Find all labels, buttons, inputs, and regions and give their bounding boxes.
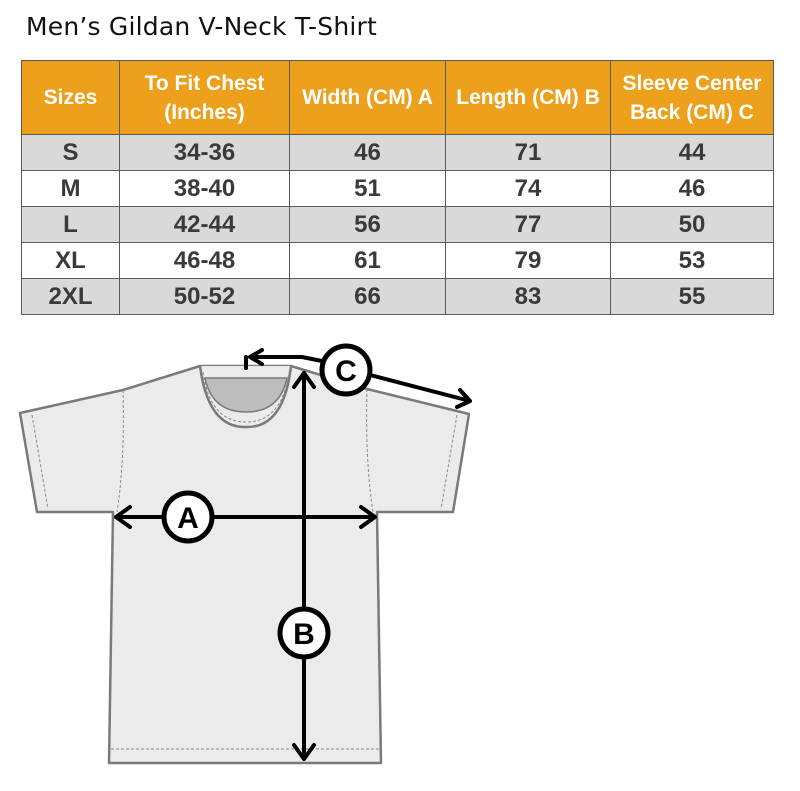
table-row: 2XL 50-52 66 83 55 <box>21 278 774 315</box>
table-cell: 66 <box>289 278 446 315</box>
table-cell: 71 <box>445 134 611 171</box>
table-cell: 38-40 <box>119 170 290 207</box>
table-cell: 56 <box>289 206 446 243</box>
header-length: Length (CM) B <box>445 60 611 135</box>
label-b-badge: B <box>277 606 331 660</box>
table-row: XL 46-48 61 79 53 <box>21 242 774 279</box>
label-b: B <box>293 618 315 651</box>
table-cell: 53 <box>610 242 774 279</box>
header-chest: To Fit Chest (Inches) <box>119 60 290 135</box>
table-cell: 51 <box>289 170 446 207</box>
measure-arrows <box>114 348 472 761</box>
table-cell: 46 <box>610 170 774 207</box>
table-cell: 2XL <box>21 278 120 315</box>
table-cell: 55 <box>610 278 774 315</box>
table-cell: 42-44 <box>119 206 290 243</box>
tshirt-outline <box>18 364 471 765</box>
label-a: A <box>177 502 199 535</box>
table-cell: 61 <box>289 242 446 279</box>
table-cell: 50-52 <box>119 278 290 315</box>
arrow-a <box>114 505 377 529</box>
label-a-badge: A <box>161 490 215 544</box>
header-sleeve: Sleeve Center Back (CM) C <box>610 60 774 135</box>
table-row: L 42-44 56 77 50 <box>21 206 774 243</box>
table-header-row: Sizes To Fit Chest (Inches) Width (CM) A… <box>21 60 774 135</box>
table-cell: 83 <box>445 278 611 315</box>
table-cell: XL <box>21 242 120 279</box>
stitching <box>31 371 458 750</box>
label-c: C <box>335 355 357 388</box>
table-cell: 46-48 <box>119 242 290 279</box>
header-width: Width (CM) A <box>289 60 446 135</box>
table-row: M 38-40 51 74 46 <box>21 170 774 207</box>
label-c-badge: C <box>319 343 373 397</box>
table-cell: L <box>21 206 120 243</box>
table-cell: 74 <box>445 170 611 207</box>
table-cell: 44 <box>610 134 774 171</box>
table-cell: S <box>21 134 120 171</box>
table-cell: M <box>21 170 120 207</box>
size-chart-table: Sizes To Fit Chest (Inches) Width (CM) A… <box>21 60 774 315</box>
table-cell: 79 <box>445 242 611 279</box>
table-cell: 34-36 <box>119 134 290 171</box>
page-title: Men’s Gildan V-Neck T-Shirt <box>26 12 378 41</box>
header-sizes: Sizes <box>21 60 120 135</box>
arrow-c <box>244 348 472 409</box>
arrow-b <box>292 371 316 761</box>
table-cell: 77 <box>445 206 611 243</box>
